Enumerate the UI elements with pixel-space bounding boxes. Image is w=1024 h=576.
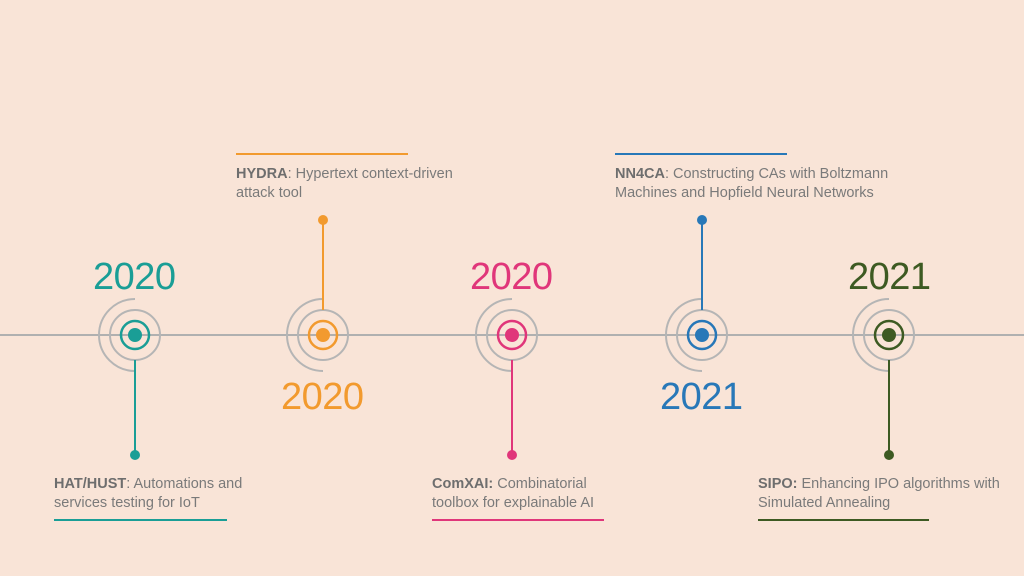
year-label-1: 2020 <box>93 256 176 298</box>
milestone-text: Enhancing IPO algorithms with Simulated … <box>758 476 1000 511</box>
connector-dot <box>507 450 517 460</box>
underline-rule-1 <box>54 519 227 521</box>
outer-arc <box>98 298 136 372</box>
milestone-node-3 <box>475 298 538 460</box>
connector-dot <box>884 450 894 460</box>
outer-arc <box>286 298 324 372</box>
milestone-text: Combinatorial toolbox for explainable AI <box>432 476 595 511</box>
accent-ring <box>119 319 151 351</box>
outer-arc <box>475 298 513 372</box>
year-label-5: 2021 <box>848 256 931 298</box>
center-dot <box>505 328 519 342</box>
milestone-description-2: HYDRA: Hypertext context-driven attack t… <box>236 165 486 203</box>
milestone-acronym: HYDRA <box>236 166 288 182</box>
milestone-acronym: HAT/HUST <box>54 476 127 492</box>
milestone-node-1 <box>98 298 161 460</box>
milestone-text: : Automations and services testing for I… <box>54 476 243 511</box>
milestone-acronym: NN4CA <box>615 166 665 182</box>
milestone-acronym: SIPO: <box>758 476 798 492</box>
overline-rule-2 <box>236 153 408 155</box>
accent-ring <box>686 319 718 351</box>
overline-rule-4 <box>615 153 787 155</box>
accent-ring <box>496 319 528 351</box>
connector-dot <box>697 215 707 225</box>
center-dot <box>128 328 142 342</box>
underline-rule-3 <box>432 519 604 521</box>
center-dot <box>882 328 896 342</box>
accent-ring <box>873 319 905 351</box>
year-label-2: 2020 <box>281 376 364 418</box>
year-label-4: 2021 <box>660 376 743 418</box>
milestone-description-5: SIPO: Enhancing IPO algorithms with Simu… <box>758 475 1022 513</box>
milestone-acronym: ComXAI: <box>432 476 494 492</box>
year-label-3: 2020 <box>470 256 553 298</box>
milestone-description-4: NN4CA: Constructing CAs with Boltzmann M… <box>615 165 920 203</box>
milestone-text: : Hypertext context-driven attack tool <box>236 166 453 201</box>
milestone-node-4 <box>665 215 728 372</box>
milestone-text: : Constructing CAs with Boltzmann Machin… <box>615 166 889 201</box>
center-dot <box>695 328 709 342</box>
milestone-description-1: HAT/HUST: Automations and services testi… <box>54 475 274 513</box>
accent-ring <box>307 319 339 351</box>
milestone-node-2 <box>286 215 349 372</box>
outer-arc <box>665 298 703 372</box>
underline-rule-5 <box>758 519 929 521</box>
outer-arc <box>852 298 890 372</box>
center-dot <box>316 328 330 342</box>
milestone-description-3: ComXAI: Combinatorial toolbox for explai… <box>432 475 632 513</box>
milestone-node-5 <box>852 298 915 460</box>
connector-dot <box>318 215 328 225</box>
connector-dot <box>130 450 140 460</box>
